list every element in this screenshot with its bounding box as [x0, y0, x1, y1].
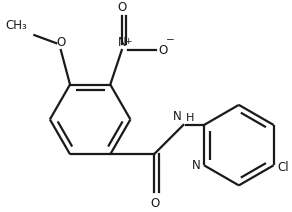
Text: −: − — [166, 35, 174, 45]
Text: N: N — [117, 36, 126, 49]
Text: O: O — [56, 36, 65, 49]
Text: H: H — [186, 113, 194, 123]
Text: +: + — [124, 37, 132, 46]
Text: CH₃: CH₃ — [6, 19, 27, 32]
Text: N: N — [173, 110, 182, 123]
Text: O: O — [117, 1, 126, 14]
Text: N: N — [192, 159, 201, 172]
Text: O: O — [150, 197, 160, 210]
Text: Cl: Cl — [277, 161, 289, 174]
Text: O: O — [159, 43, 168, 57]
